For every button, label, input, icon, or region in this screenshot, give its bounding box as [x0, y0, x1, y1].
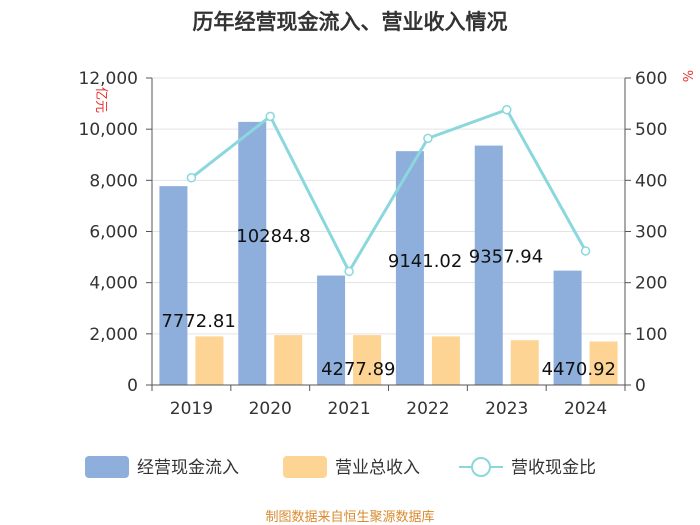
ratio-point [344, 266, 354, 277]
bar-series-1 [274, 335, 303, 385]
bar-series-0 [474, 145, 503, 385]
bar-series-0 [395, 151, 424, 385]
right-axis-unit: % [679, 70, 694, 82]
x-tick-label: 2021 [327, 399, 370, 419]
right-tick-label: 300 [635, 223, 667, 243]
right-tick-label: 500 [635, 120, 667, 140]
bar-series-0 [238, 121, 267, 386]
ratio-point [265, 111, 275, 122]
left-tick-label: 6,000 [89, 223, 138, 243]
left-tick-label: 0 [127, 376, 138, 396]
ratio-point [186, 173, 197, 183]
chart-title: 历年经营现金流入、营业收入情况 [193, 10, 508, 34]
legend-swatch-1 [283, 456, 327, 478]
right-tick-label: 200 [635, 274, 667, 294]
data-labels: 7772.81 10284.8 4277.89 9141.02 9357.94 4470.… [161, 226, 616, 380]
bar-data-label: 10284.8 [236, 226, 310, 247]
left-axis-unit: 亿元 [93, 87, 108, 113]
ratio-line [186, 104, 591, 277]
bar-data-label: 4470.92 [542, 359, 616, 380]
right-tick-label: 400 [635, 171, 667, 191]
x-tick-label: 2023 [485, 399, 528, 419]
legend-label-1: 营业总收入 [335, 458, 420, 478]
left-tick-label: 10,000 [79, 120, 138, 140]
left-tick-label: 8,000 [89, 171, 138, 191]
gridlines [152, 77, 625, 386]
x-tick-label: 2022 [406, 399, 449, 419]
bar-series-1 [589, 341, 618, 385]
bar-data-label: 9357.94 [469, 247, 543, 268]
ratio-point [502, 104, 512, 115]
bar-data-label: 4277.89 [321, 359, 395, 380]
bar-data-label: 9141.02 [388, 251, 462, 272]
legend-swatch-marker [471, 457, 491, 477]
axes: 0 0 2,000 100 4,000 200 6,000 300 8,000 400 10,000… [79, 69, 694, 419]
bar-series-1 [510, 340, 539, 385]
legend-label-2: 营收现金比 [511, 458, 596, 478]
bar-series-1 [353, 335, 382, 385]
right-tick-label: 600 [635, 69, 667, 89]
x-tick-label: 2020 [249, 399, 292, 419]
bar-data-label: 7772.81 [161, 311, 235, 332]
bar-series-0 [317, 275, 346, 385]
bar-series-0 [553, 270, 582, 385]
left-tick-label: 2,000 [89, 325, 138, 345]
bar-series-1 [195, 336, 224, 385]
bars [159, 121, 618, 386]
x-tick-label: 2024 [564, 399, 607, 419]
right-tick-label: 0 [635, 376, 646, 396]
ratio-line-path [190, 107, 587, 275]
bar-series-0 [159, 186, 188, 385]
legend-swatch-0 [85, 456, 129, 478]
x-tick-label: 2019 [170, 399, 213, 419]
bar-series-1 [431, 336, 460, 385]
right-tick-label: 100 [635, 325, 667, 345]
legend-label-0: 经营现金流入 [137, 458, 239, 478]
source-note: 制图数据来自恒生聚源数据库 [265, 509, 434, 525]
left-tick-label: 4,000 [89, 274, 138, 294]
ratio-point [423, 133, 433, 144]
ratio-point [580, 246, 591, 256]
legend: 经营现金流入 营业总收入 营收现金比 [85, 456, 596, 478]
left-tick-label: 12,000 [79, 69, 138, 89]
